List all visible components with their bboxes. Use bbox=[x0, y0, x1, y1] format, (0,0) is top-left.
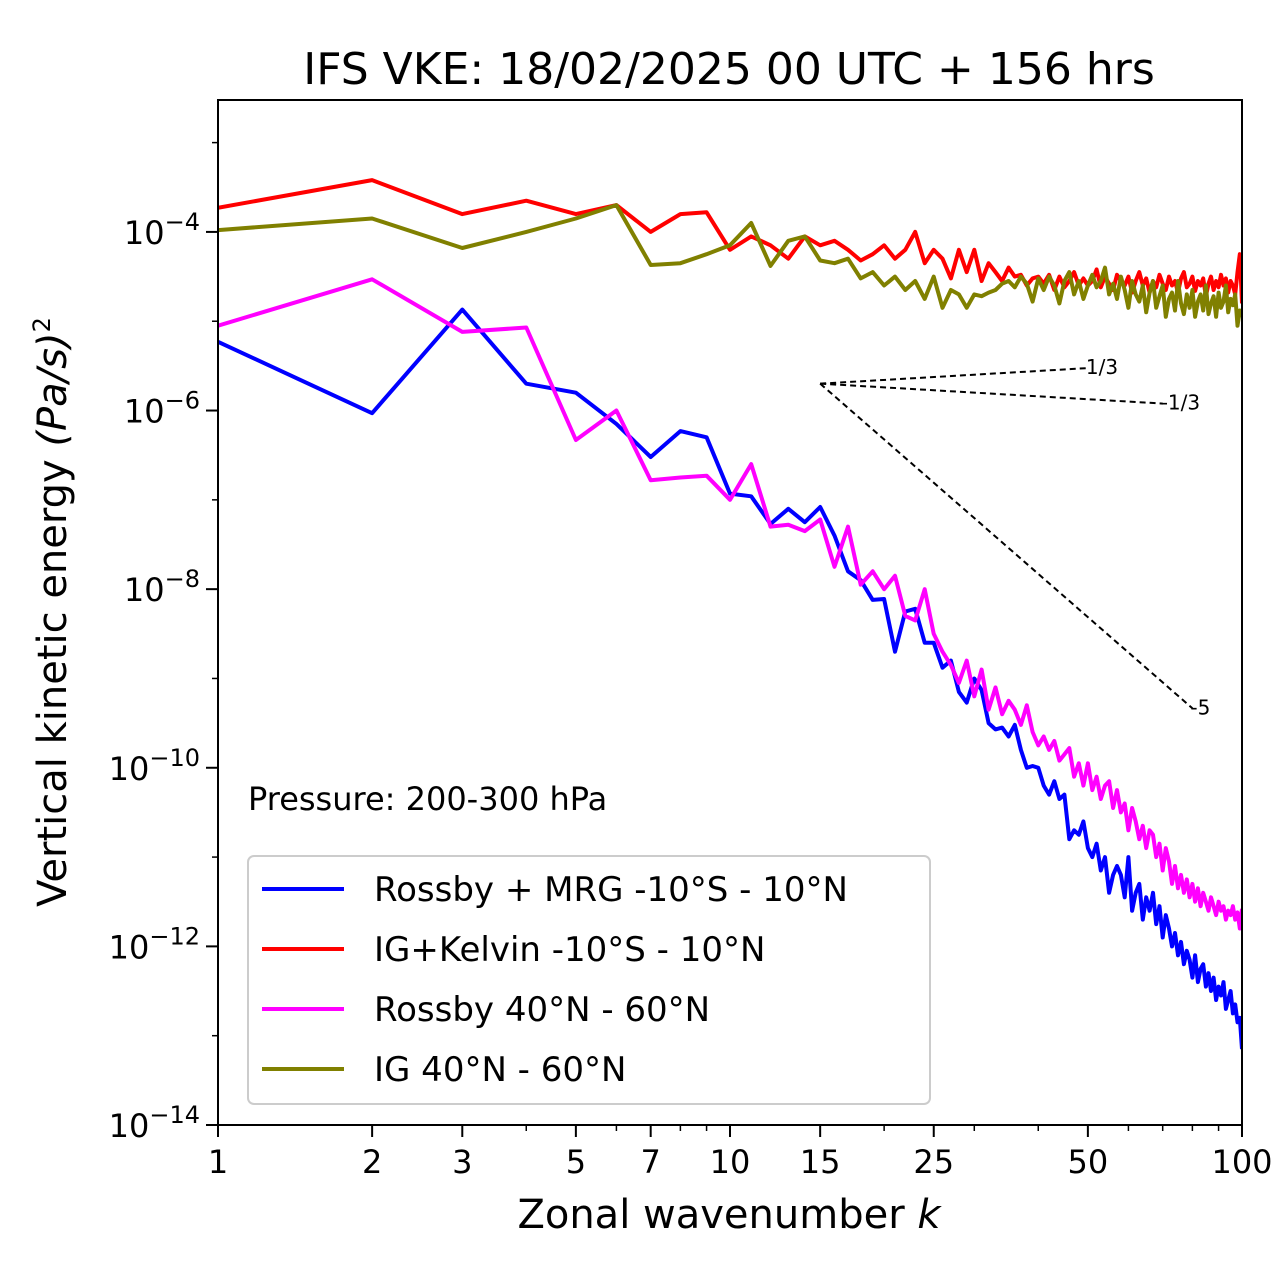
y-tick-label: 10−10 bbox=[109, 744, 200, 788]
legend-label-3: IG 40°N - 60°N bbox=[374, 1050, 626, 1090]
x-tick-label: 2 bbox=[362, 1143, 382, 1181]
series-line-3 bbox=[218, 203, 1242, 328]
y-tick-label: 10−14 bbox=[109, 1101, 200, 1145]
reference-slopes: 1/3 -1/3 -5 bbox=[819, 355, 1210, 719]
x-tick-label: 3 bbox=[452, 1143, 472, 1181]
x-ticks: 1 2 3 5 7 10 15 25 50 100 bbox=[208, 1125, 1273, 1181]
legend-box bbox=[247, 855, 931, 1105]
y-tick-label: 10−6 bbox=[124, 387, 200, 431]
legend-label-1: IG+Kelvin -10°S - 10°N bbox=[374, 930, 765, 970]
x-tick-label: 15 bbox=[800, 1143, 841, 1181]
y-axis-label-exp: 2 bbox=[28, 317, 56, 332]
slope-line-1 bbox=[820, 382, 1163, 405]
x-tick-label: 5 bbox=[566, 1143, 586, 1181]
x-axis-label: Zonal wavenumber k bbox=[517, 1192, 942, 1238]
slope-line-0 bbox=[820, 367, 1088, 385]
slope-label-2: -5 bbox=[1190, 695, 1210, 719]
legend-label-2: Rossby 40°N - 60°N bbox=[374, 990, 710, 1030]
x-tick-label: 10 bbox=[710, 1143, 751, 1181]
series-line-2 bbox=[218, 277, 1242, 931]
slope-label-1: -1/3 bbox=[1161, 391, 1200, 415]
y-tick-label: 10−4 bbox=[124, 208, 200, 252]
x-tick-label: 100 bbox=[1211, 1143, 1272, 1181]
y-tick-label: 10−8 bbox=[124, 565, 200, 609]
y-axis-label-unit: (Pa/s) bbox=[30, 332, 76, 446]
y-tick-label: 10−12 bbox=[109, 922, 200, 966]
svg-text:Vertical kinetic energy (Pa/s): Vertical kinetic energy (Pa/s)2 bbox=[28, 317, 76, 907]
pressure-annotation: Pressure: 200-300 hPa bbox=[248, 780, 607, 818]
x-tick-label: 1 bbox=[208, 1143, 228, 1181]
x-axis-label-var: k bbox=[917, 1192, 942, 1238]
x-tick-label: 25 bbox=[913, 1143, 954, 1181]
series-layer bbox=[218, 178, 1242, 1050]
svg-text:Zonal wavenumber k: Zonal wavenumber k bbox=[517, 1192, 942, 1238]
x-axis-label-text: Zonal wavenumber bbox=[517, 1192, 905, 1238]
chart-title: IFS VKE: 18/02/2025 00 UTC + 156 hrs bbox=[303, 44, 1155, 95]
x-tick-label: 7 bbox=[641, 1143, 661, 1181]
x-tick-label: 50 bbox=[1068, 1143, 1109, 1181]
y-ticks: 10−14 10−12 10−10 10−8 10−6 10−4 bbox=[109, 141, 218, 1145]
slope-line-2 bbox=[819, 382, 1194, 710]
y-axis-label: Vertical kinetic energy (Pa/s)2 bbox=[28, 317, 76, 907]
series-line-0 bbox=[218, 307, 1242, 1050]
legend: Rossby + MRG -10°S - 10°N IG+Kelvin -10°S… bbox=[247, 855, 931, 1105]
y-axis-label-text: Vertical kinetic energy bbox=[30, 459, 76, 907]
slope-label-0: 1/3 bbox=[1086, 355, 1118, 379]
legend-label-0: Rossby + MRG -10°S - 10°N bbox=[374, 870, 848, 910]
